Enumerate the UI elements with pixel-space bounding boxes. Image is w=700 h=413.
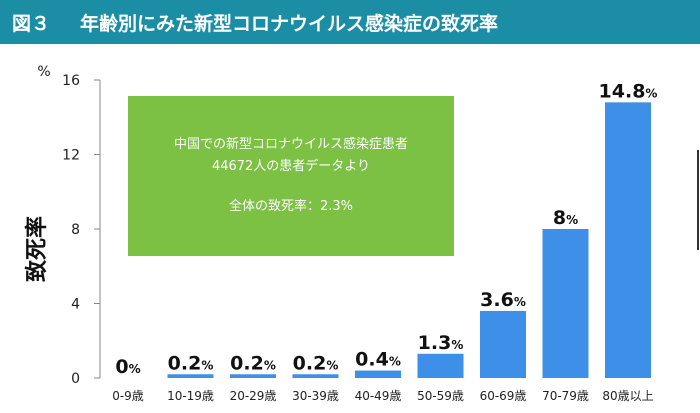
data-label: 3.6% — [480, 289, 526, 311]
data-label: 1.3% — [418, 332, 464, 354]
bar — [542, 229, 589, 378]
annotation-box: 中国での新型コロナウイルス感染症患者 44672人の患者データより 全体の致死率… — [128, 96, 454, 256]
y-tick-label: 4 — [71, 297, 80, 313]
data-label: 0.4% — [355, 349, 401, 371]
y-tick-label: 12 — [62, 148, 80, 164]
y-axis-title: 致死率 — [24, 216, 50, 282]
bar — [167, 374, 214, 378]
annotation-line-3: 全体の致死率：2.3% — [228, 199, 354, 214]
bar — [605, 102, 651, 378]
x-tick-label: 10-19歳 — [167, 389, 214, 403]
bars: 0% 0.2% 0.2% 0.2% 0.4% 1.3% 3.6% 8% 14.8% — [115, 80, 657, 378]
x-tick-label: 70-79歳 — [542, 389, 589, 403]
chart-title: 年齢別にみた新型コロナウイルス感染症の致死率 — [80, 12, 499, 35]
data-label: 0% — [115, 356, 140, 378]
data-label: 0.2% — [230, 352, 276, 374]
bar — [230, 374, 276, 378]
title-bar: 図３ 年齢別にみた新型コロナウイルス感染症の致死率 — [0, 0, 700, 44]
y-tick-label: 0 — [71, 371, 80, 387]
data-label: 8% — [553, 207, 578, 229]
x-axis-labels: 0-9歳 10-19歳 20-29歳 30-39歳 40-49歳 50-59歳 60-69歳… — [112, 389, 653, 403]
y-tick-label: 16 — [62, 73, 80, 89]
annotation-line-1: 中国での新型コロナウイルス感染症患者 — [173, 137, 408, 152]
x-tick-label: 60-69歳 — [480, 389, 527, 403]
x-tick-label: 20-29歳 — [230, 389, 277, 403]
y-tick-label: 8 — [71, 222, 80, 238]
figure-label: 図３ — [12, 12, 51, 35]
bar — [355, 370, 401, 378]
bar — [417, 353, 464, 378]
data-label: 14.8% — [599, 80, 658, 102]
bar — [480, 310, 526, 378]
x-tick-label: 0-9歳 — [112, 389, 144, 403]
data-label: 0.2% — [168, 352, 214, 374]
edge-divider — [697, 150, 699, 250]
y-axis: 0 4 8 12 16% 致死率 — [24, 64, 101, 387]
data-label: 0.2% — [293, 352, 339, 374]
bar-chart: 0 4 8 12 16% 致死率 0% 0.2% 0.2% 0.2% 0.4% 1.3% 3.6% 8%… — [24, 64, 657, 403]
bar — [292, 374, 339, 378]
annotation-line-2: 44672人の患者データより — [211, 159, 371, 174]
x-tick-label: 50-59歳 — [417, 389, 464, 403]
x-tick-label: 80歳以上 — [602, 389, 653, 403]
x-tick-label: 30-39歳 — [292, 389, 339, 403]
y-unit-label: % — [37, 64, 50, 80]
x-tick-label: 40-49歳 — [355, 389, 402, 403]
